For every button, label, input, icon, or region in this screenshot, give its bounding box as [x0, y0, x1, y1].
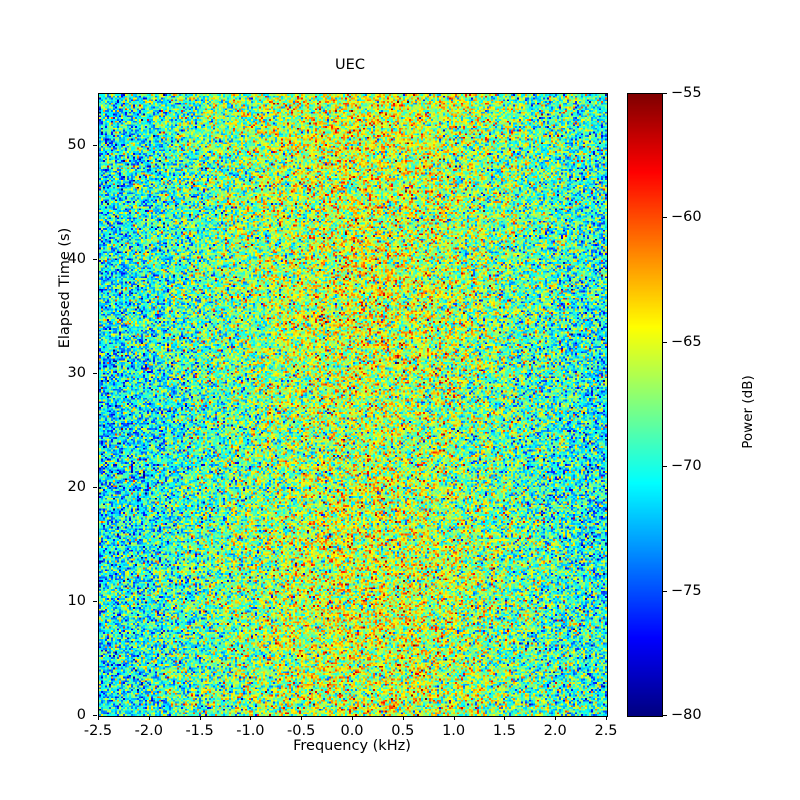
y-tick-label: 20 — [67, 479, 86, 496]
x-tick-label: 1.5 — [492, 723, 516, 739]
colorbar-tick-mark — [663, 466, 667, 468]
colorbar-tick-mark — [663, 715, 667, 716]
colorbar-tick-mark — [663, 341, 667, 343]
y-tick-label: 10 — [67, 593, 86, 610]
x-tick-label: 1.0 — [442, 723, 466, 739]
x-tick-mark — [606, 716, 607, 720]
y-tick-mark — [93, 487, 97, 489]
y-tick-label: 0 — [76, 707, 86, 723]
x-tick-label: -2.0 — [134, 723, 163, 739]
colorbar-tick-label: −60 — [671, 209, 702, 226]
y-tick-label: 30 — [67, 365, 86, 382]
x-tick-label: -2.5 — [83, 723, 113, 739]
colorbar[interactable] — [627, 93, 663, 717]
y-tick-label: 40 — [67, 251, 86, 268]
x-tick-label: -1.5 — [185, 723, 214, 739]
colorbar-tick-mark — [663, 217, 667, 219]
x-tick-mark — [148, 716, 150, 720]
y-tick-mark — [93, 259, 97, 261]
colorbar-gradient — [628, 94, 662, 716]
colorbar-tick-mark — [663, 590, 667, 592]
x-tick-label: -1.0 — [236, 723, 265, 739]
x-tick-label: 2.0 — [543, 723, 567, 739]
x-tick-label: 2.5 — [594, 723, 618, 739]
colorbar-tick-label: −70 — [671, 458, 702, 475]
spectrogram-image[interactable] — [99, 94, 607, 716]
colorbar-label: Power (dB) — [740, 375, 756, 449]
x-tick-mark — [250, 716, 252, 720]
y-axis-label: Elapsed Time (s) — [57, 227, 73, 349]
x-tick-label: 0.5 — [391, 723, 415, 739]
x-tick-mark — [301, 716, 303, 720]
y-tick-mark — [93, 145, 97, 147]
colorbar-tick-label: −80 — [671, 707, 702, 723]
colorbar-tick-label: −75 — [671, 582, 702, 599]
y-tick-mark — [93, 601, 97, 603]
x-tick-label: 0.0 — [340, 723, 364, 739]
x-tick-mark — [504, 716, 506, 720]
colorbar-tick-label: −55 — [671, 85, 702, 101]
colorbar-tick-label: −65 — [671, 333, 702, 350]
x-axis-label: Frequency (kHz) — [293, 738, 411, 754]
x-tick-mark — [98, 716, 99, 720]
x-tick-mark — [453, 716, 455, 720]
x-tick-mark — [199, 716, 201, 720]
y-tick-mark — [93, 715, 97, 716]
y-tick-label: 50 — [67, 137, 86, 154]
x-tick-mark — [352, 716, 353, 720]
colorbar-tick-mark — [663, 93, 667, 94]
x-tick-mark — [402, 716, 404, 720]
x-tick-mark — [555, 716, 557, 720]
y-tick-mark — [93, 373, 97, 375]
title-line-station: UEC — [335, 57, 365, 73]
spectrogram-plot-area[interactable] — [98, 93, 608, 717]
x-tick-label: -0.5 — [287, 723, 316, 739]
